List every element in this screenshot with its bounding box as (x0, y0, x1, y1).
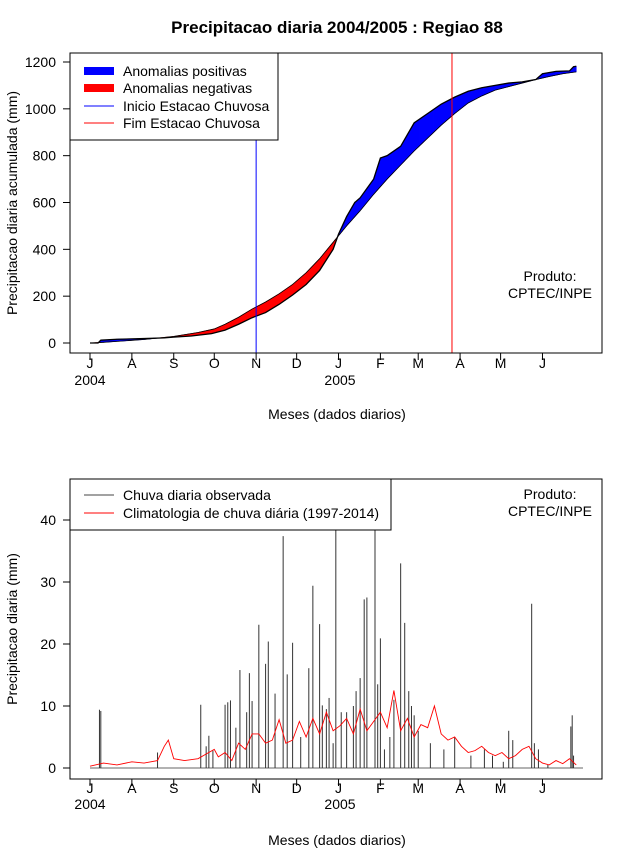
x-tick-label: J (87, 355, 94, 371)
legend-positive-label: Anomalias positivas (123, 63, 247, 79)
y-tick-label: 1200 (25, 54, 56, 70)
x-tick-label: O (209, 780, 220, 796)
top-y-axis: 0 200 400 600 800 1000 1200 (25, 54, 70, 351)
climatology-daily-line (89, 690, 577, 767)
y-tick-label: 1000 (25, 101, 56, 117)
x-tick-label: M (495, 355, 507, 371)
x-tick-label: O (209, 355, 220, 371)
y-tick-label: 20 (40, 636, 56, 652)
top-year-2005: 2005 (324, 372, 355, 388)
top-line-layer (89, 53, 577, 353)
y-tick-label: 40 (40, 512, 56, 528)
x-tick-label: A (127, 355, 137, 371)
bottom-y-axis: 0 10 20 30 40 (40, 512, 70, 776)
x-tick-label: D (292, 780, 302, 796)
x-tick-label: M (412, 780, 424, 796)
x-tick-label: J (539, 355, 546, 371)
x-tick-label: F (376, 780, 385, 796)
bottom-year-2004: 2004 (74, 796, 105, 812)
bottom-legend: Chuva diaria observada Climatologia de c… (69, 478, 392, 531)
y-tick-label: 30 (40, 574, 56, 590)
top-year-2004: 2004 (74, 372, 105, 388)
bottom-y-label: Precipitacao diaria (mm) (4, 553, 20, 705)
x-tick-label: D (292, 355, 302, 371)
x-tick-label: J (335, 780, 342, 796)
x-tick-label: M (412, 355, 424, 371)
x-tick-label: J (539, 780, 546, 796)
bottom-line-layer (89, 690, 583, 769)
top-x-label: Meses (dados diarios) (268, 406, 406, 422)
legend-inicio-label: Inicio Estacao Chuvosa (123, 98, 270, 114)
x-tick-label: M (495, 780, 507, 796)
y-tick-label: 200 (33, 288, 57, 304)
legend-observed-label: Chuva diaria observada (123, 487, 271, 503)
top-produto-label: Produto: (524, 268, 577, 284)
x-tick-label: N (251, 355, 261, 371)
observed-accumulated-line (90, 65, 577, 344)
x-tick-label: A (455, 780, 465, 796)
x-tick-label: F (376, 355, 385, 371)
y-tick-label: 0 (48, 335, 56, 351)
bottom-legend-box (69, 478, 392, 531)
bottom-produto-label: Produto: (524, 486, 577, 502)
x-tick-label: A (455, 355, 465, 371)
y-tick-label: 10 (40, 698, 56, 714)
top-legend: Anomalias positivas Anomalias negativas … (69, 52, 279, 141)
x-tick-label: J (87, 780, 94, 796)
top-produto-source: CPTEC/INPE (508, 285, 592, 301)
bottom-x-label: Meses (dados diarios) (268, 832, 406, 848)
y-tick-label: 400 (33, 241, 57, 257)
chart-title: Precipitacao diaria 2004/2005 : Regiao 8… (171, 18, 503, 37)
legend-fim-label: Fim Estacao Chuvosa (123, 115, 260, 131)
bottom-panel: 0 10 20 30 40 J A S O N D J F M A M J 2004 2005 Meses (… (4, 478, 603, 848)
y-tick-label: 800 (33, 148, 57, 164)
positive-anomaly-segment (574, 65, 577, 73)
y-tick-label: 600 (33, 195, 57, 211)
x-tick-label: N (251, 780, 261, 796)
legend-climatology-label: Climatologia de chuva diária (1997-2014) (123, 505, 379, 521)
x-tick-label: J (335, 355, 342, 371)
x-tick-label: S (169, 780, 178, 796)
y-tick-label: 0 (48, 760, 56, 776)
x-tick-label: A (127, 780, 137, 796)
bottom-year-2005: 2005 (324, 796, 355, 812)
legend-negative-label: Anomalias negativas (123, 80, 252, 96)
climatology-accumulated-line (89, 71, 577, 344)
bottom-produto-source: CPTEC/INPE (508, 503, 592, 519)
bottom-bar-layer (98, 526, 575, 768)
top-y-label: Precipitacao diaria acumulada (mm) (4, 91, 20, 315)
x-tick-label: S (169, 355, 178, 371)
